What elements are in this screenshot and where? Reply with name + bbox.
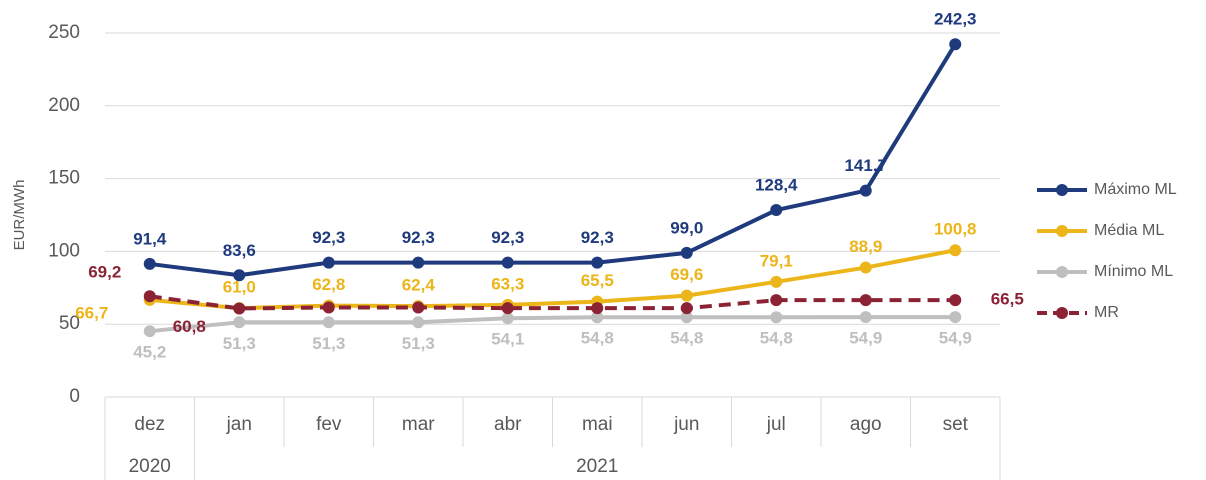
x-tick-label: fev bbox=[316, 414, 342, 435]
y-tick-label: 50 bbox=[59, 313, 80, 334]
data-label: 54,9 bbox=[939, 329, 972, 348]
series-marker bbox=[143, 290, 156, 303]
series-line bbox=[149, 43, 957, 278]
series-marker bbox=[412, 256, 425, 269]
legend-marker bbox=[1056, 225, 1068, 237]
data-label: 51,3 bbox=[402, 334, 435, 353]
data-label: 63,3 bbox=[491, 274, 524, 293]
series-marker bbox=[412, 301, 425, 314]
x-tick-label: ago bbox=[850, 414, 882, 435]
data-label: 91,4 bbox=[133, 229, 167, 248]
data-label: 88,9 bbox=[849, 237, 882, 256]
x-tick-label: dez bbox=[134, 414, 165, 435]
y-axis-label: EUR/MWh bbox=[11, 180, 28, 251]
series-marker bbox=[591, 311, 604, 324]
series-marker bbox=[591, 256, 604, 269]
series-marker bbox=[322, 301, 335, 314]
series-line bbox=[149, 294, 956, 311]
series-marker bbox=[680, 311, 693, 324]
data-label: 45,2 bbox=[133, 343, 166, 362]
y-tick-label: 250 bbox=[48, 22, 80, 43]
data-label: 128,4 bbox=[755, 176, 798, 195]
series-marker bbox=[680, 289, 693, 302]
data-label: 99,0 bbox=[670, 218, 703, 237]
series-marker bbox=[322, 256, 335, 269]
x-tick-label: jun bbox=[673, 414, 699, 435]
series-marker bbox=[859, 311, 872, 324]
data-label: 79,1 bbox=[760, 251, 793, 270]
series-marker bbox=[949, 294, 962, 307]
y-tick-label: 150 bbox=[48, 168, 80, 189]
x-tick-label: set bbox=[943, 414, 969, 435]
y-tick-label: 100 bbox=[48, 240, 80, 261]
data-label: 60,8 bbox=[173, 317, 206, 336]
series-marker bbox=[949, 38, 962, 51]
series-marker bbox=[143, 257, 156, 270]
series-marker bbox=[591, 302, 604, 315]
series-marker bbox=[322, 316, 335, 329]
x-tick-label: jul bbox=[766, 414, 786, 435]
data-label: 54,8 bbox=[581, 329, 614, 348]
series-line bbox=[149, 315, 956, 334]
series-marker bbox=[770, 294, 783, 307]
x-tick-label: abr bbox=[494, 414, 522, 435]
legend-label: Média ML bbox=[1094, 222, 1164, 239]
data-label: 92,3 bbox=[402, 228, 435, 247]
series-marker bbox=[949, 311, 962, 324]
series-marker bbox=[233, 316, 246, 329]
series-marker bbox=[770, 311, 783, 324]
data-label: 100,8 bbox=[934, 220, 977, 239]
legend-label: Máximo ML bbox=[1094, 181, 1177, 198]
legend-marker bbox=[1056, 184, 1068, 196]
data-label: 92,3 bbox=[312, 228, 345, 247]
series-marker bbox=[859, 184, 872, 197]
series-marker bbox=[680, 302, 693, 315]
data-label: 69,2 bbox=[88, 263, 121, 282]
series-marker bbox=[233, 302, 246, 315]
series-marker bbox=[501, 256, 514, 269]
data-label: 66,7 bbox=[75, 303, 108, 322]
x-group-label: 2021 bbox=[576, 456, 618, 477]
series-marker bbox=[501, 312, 514, 325]
x-tick-label: mai bbox=[582, 414, 613, 435]
series-marker bbox=[143, 325, 156, 338]
data-label: 54,1 bbox=[491, 330, 524, 349]
series-marker bbox=[412, 316, 425, 329]
data-label: 62,8 bbox=[312, 275, 345, 294]
series-marker bbox=[680, 246, 693, 259]
series-marker bbox=[501, 302, 514, 315]
legend-marker bbox=[1056, 266, 1068, 278]
data-label: 66,5 bbox=[991, 290, 1024, 309]
x-tick-label: jan bbox=[226, 414, 252, 435]
series-marker bbox=[859, 261, 872, 274]
data-label: 54,9 bbox=[849, 329, 882, 348]
legend-marker bbox=[1056, 307, 1068, 319]
data-label: 62,4 bbox=[402, 276, 436, 295]
data-label: 83,6 bbox=[223, 241, 256, 260]
data-label: 141,7 bbox=[844, 156, 887, 175]
data-label: 65,5 bbox=[581, 271, 614, 290]
series-marker bbox=[770, 275, 783, 288]
data-label: 54,8 bbox=[670, 329, 703, 348]
series-marker bbox=[949, 244, 962, 257]
data-label: 92,3 bbox=[491, 228, 524, 247]
y-tick-label: 0 bbox=[69, 386, 80, 407]
data-label: 54,8 bbox=[760, 329, 793, 348]
series-marker bbox=[233, 269, 246, 282]
data-label: 242,3 bbox=[934, 10, 977, 29]
legend-label: Mínimo ML bbox=[1094, 263, 1173, 280]
data-label: 51,3 bbox=[223, 334, 256, 353]
x-group-label: 2020 bbox=[129, 456, 171, 477]
series-marker bbox=[859, 294, 872, 307]
data-label: 51,3 bbox=[312, 334, 345, 353]
series-marker bbox=[770, 204, 783, 217]
data-label: 92,3 bbox=[581, 228, 614, 247]
y-tick-label: 200 bbox=[48, 95, 80, 116]
data-label: 69,6 bbox=[670, 265, 703, 284]
legend-label: MR bbox=[1094, 304, 1119, 321]
x-tick-label: mar bbox=[402, 414, 435, 435]
data-label: 61,0 bbox=[223, 278, 256, 297]
